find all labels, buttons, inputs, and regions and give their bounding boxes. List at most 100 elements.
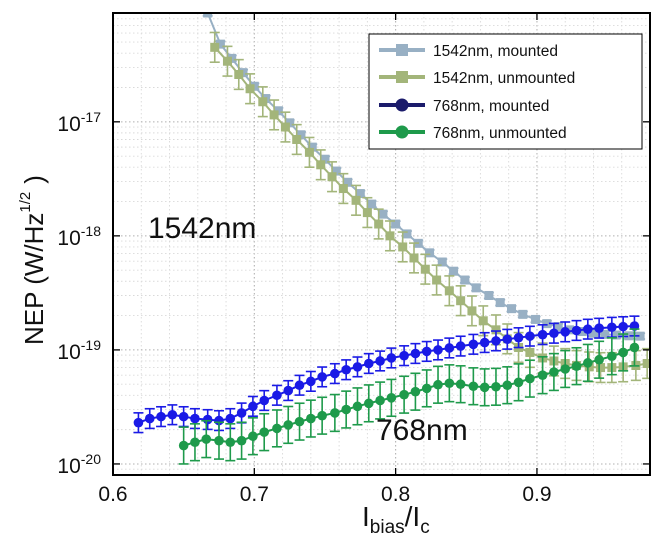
series-768nm-unmounted xyxy=(178,328,640,465)
data-point xyxy=(629,342,640,353)
data-point xyxy=(352,362,363,372)
data-point xyxy=(338,184,348,194)
data-point xyxy=(341,364,351,375)
series-768nm-mounted xyxy=(133,315,640,434)
legend-marker-circle xyxy=(395,98,409,112)
data-point xyxy=(144,413,155,424)
data-point xyxy=(386,393,397,403)
y-tick-label: 10-18 xyxy=(57,223,101,250)
data-point xyxy=(399,350,409,361)
data-point xyxy=(553,322,563,332)
data-point xyxy=(272,423,282,434)
data-point xyxy=(432,275,442,285)
data-point xyxy=(479,382,490,393)
data-point xyxy=(495,298,505,308)
data-point xyxy=(502,380,513,391)
data-point xyxy=(341,404,351,415)
legend-marker-square xyxy=(396,71,408,83)
x-axis-label: Ibias/Ic xyxy=(362,501,430,538)
data-point xyxy=(531,314,541,324)
data-point xyxy=(351,195,361,205)
data-point xyxy=(385,231,395,241)
x-tick-label: 0.8 xyxy=(381,483,410,506)
data-point xyxy=(560,364,571,374)
data-point xyxy=(549,328,559,339)
data-point xyxy=(607,351,617,362)
data-point xyxy=(525,373,535,384)
data-point xyxy=(478,316,488,326)
axis-ticks: 0.6 0.7 0.8 0.9 10-20 10-19 10-18 10-17 xyxy=(57,13,650,506)
data-point xyxy=(444,343,455,353)
data-point xyxy=(259,395,270,406)
data-point xyxy=(248,431,258,442)
data-point xyxy=(468,381,479,392)
data-point xyxy=(375,395,385,406)
data-point xyxy=(611,330,621,340)
data-point xyxy=(642,358,650,368)
legend-marker-circle xyxy=(395,125,409,139)
data-point xyxy=(571,325,582,336)
data-point xyxy=(272,390,282,401)
data-point xyxy=(317,410,327,421)
data-point xyxy=(306,376,316,387)
data-point xyxy=(307,142,317,152)
data-point xyxy=(201,434,212,444)
data-point xyxy=(444,378,455,389)
data-point xyxy=(330,368,340,379)
plot-frame xyxy=(112,12,651,476)
data-point xyxy=(203,13,213,18)
x-tick-label: 0.7 xyxy=(240,483,269,506)
data-point xyxy=(178,440,189,451)
data-point xyxy=(352,401,363,412)
data-point xyxy=(537,329,548,340)
data-point xyxy=(410,386,421,397)
x-tick-label: 0.6 xyxy=(98,483,127,506)
data-point xyxy=(269,110,279,120)
data-point xyxy=(577,327,587,337)
data-point xyxy=(248,401,258,412)
x-tick-label: 0.9 xyxy=(522,483,551,506)
data-point xyxy=(178,411,189,422)
data-point xyxy=(484,290,494,300)
data-point xyxy=(133,417,144,428)
data-point xyxy=(455,379,466,390)
legend-label: 1542nm, unmounted xyxy=(433,70,575,87)
y-tick-label: 10-20 xyxy=(57,451,101,478)
data-point xyxy=(225,413,236,424)
data-point xyxy=(518,309,528,319)
data-point xyxy=(460,275,470,285)
data-point xyxy=(507,304,517,314)
data-point xyxy=(455,341,466,351)
data-point xyxy=(542,319,552,329)
data-point xyxy=(280,122,290,132)
data-point xyxy=(292,134,302,144)
data-point xyxy=(471,283,481,293)
data-point xyxy=(294,380,305,391)
data-point xyxy=(320,154,330,164)
y-tick-label: 10-19 xyxy=(57,337,101,364)
data-point xyxy=(607,322,617,333)
data-point xyxy=(296,130,306,140)
data-point xyxy=(202,414,213,425)
data-point xyxy=(214,435,224,446)
data-point xyxy=(245,84,255,94)
data-point xyxy=(316,160,326,170)
series-1542nm-mounted xyxy=(202,13,646,341)
data-point xyxy=(624,331,634,341)
data-point xyxy=(283,420,294,430)
data-point xyxy=(225,437,236,448)
data-point xyxy=(306,413,316,424)
y-axis-label: NEP (W/Hz1/2) xyxy=(17,175,49,345)
data-point xyxy=(433,345,443,355)
data-point xyxy=(420,264,430,274)
data-point xyxy=(421,346,432,357)
data-point xyxy=(421,383,432,394)
data-point xyxy=(386,353,397,363)
legend: 1542nm, mounted 1542nm, unmounted 768nm,… xyxy=(368,33,643,150)
data-point xyxy=(283,385,294,396)
annotation-768nm: 768nm xyxy=(376,414,468,447)
data-point xyxy=(234,69,244,79)
data-point xyxy=(583,358,593,368)
data-point xyxy=(635,331,645,341)
data-point xyxy=(583,324,593,334)
